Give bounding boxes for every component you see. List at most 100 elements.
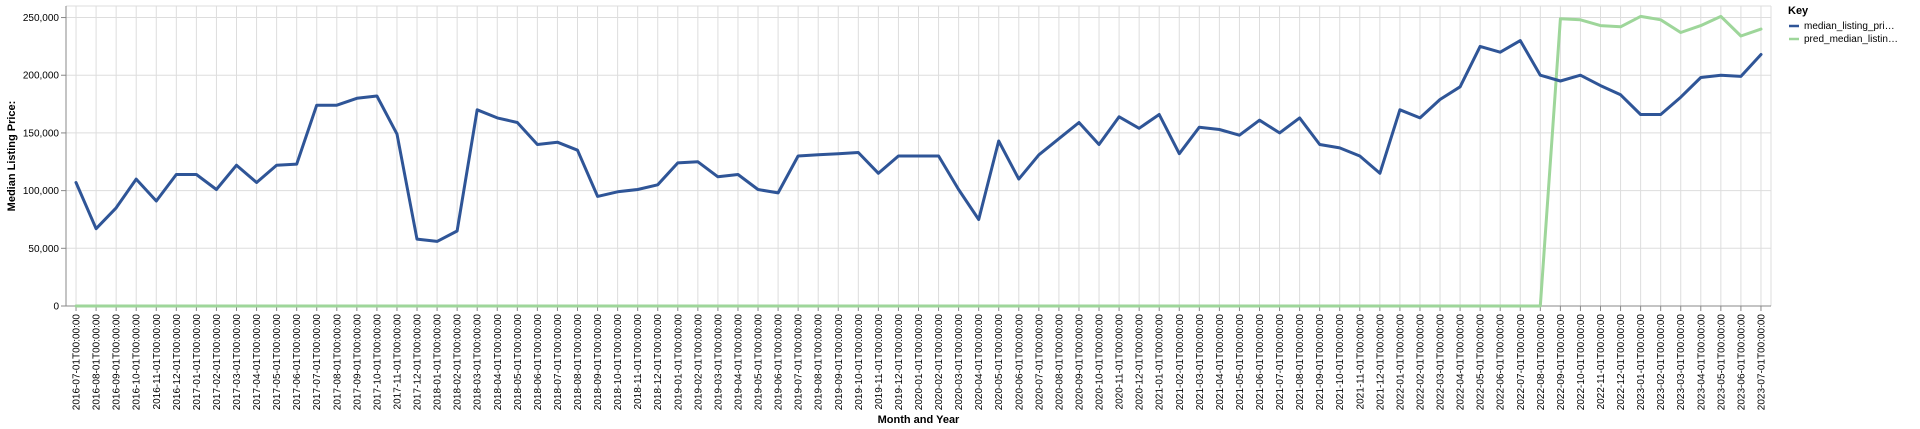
- x-tick-label: 2023-07-01T00:00:00: [1756, 314, 1767, 411]
- x-tick-label: 2021-07-01T00:00:00: [1275, 314, 1286, 411]
- series-lines: [74, 14, 1763, 308]
- x-tick-label: 2019-02-01T00:00:00: [693, 314, 704, 411]
- legend-label: median_listing_pri…: [1804, 21, 1895, 32]
- x-tick-label: 2022-02-01T00:00:00: [1415, 314, 1426, 411]
- x-tick-label: 2020-10-01T00:00:00: [1095, 314, 1106, 411]
- x-tick-label: 2019-01-01T00:00:00: [673, 314, 684, 411]
- x-tick-label: 2020-02-01T00:00:00: [934, 314, 945, 411]
- legend-title: Key: [1788, 5, 1809, 17]
- x-tick-label: 2022-09-01T00:00:00: [1556, 314, 1567, 411]
- y-tick-label: 250,000: [23, 13, 60, 24]
- series-line: [74, 14, 1763, 308]
- x-tick-label: 2019-08-01T00:00:00: [814, 314, 825, 411]
- x-tick-label: 2020-08-01T00:00:00: [1054, 314, 1065, 411]
- x-tick-label: 2017-07-01T00:00:00: [312, 314, 323, 411]
- y-tick-label: 0: [53, 302, 59, 313]
- x-tick-label: 2019-04-01T00:00:00: [733, 314, 744, 411]
- series-line: [74, 39, 1763, 243]
- x-tick-label: 2022-12-01T00:00:00: [1616, 314, 1627, 411]
- gridlines: [66, 5, 1772, 307]
- x-tick-label: 2018-12-01T00:00:00: [653, 314, 664, 411]
- x-tick-label: 2016-09-01T00:00:00: [112, 314, 123, 411]
- x-tick-label: 2022-08-01T00:00:00: [1536, 314, 1547, 411]
- x-tick-label: 2017-06-01T00:00:00: [292, 314, 303, 411]
- x-tick-label: 2017-12-01T00:00:00: [413, 314, 424, 411]
- x-tick-label: 2022-03-01T00:00:00: [1436, 314, 1447, 411]
- x-tick-label: 2020-05-01T00:00:00: [994, 314, 1005, 411]
- x-tick-label: 2016-08-01T00:00:00: [92, 314, 103, 411]
- x-tick-label: 2021-09-01T00:00:00: [1315, 314, 1326, 411]
- x-tick-label: 2019-03-01T00:00:00: [713, 314, 724, 411]
- x-tick-label: 2023-01-01T00:00:00: [1636, 314, 1647, 411]
- x-tick-label: 2017-09-01T00:00:00: [352, 314, 363, 411]
- x-tick-label: 2017-02-01T00:00:00: [212, 314, 223, 411]
- x-tick-label: 2022-10-01T00:00:00: [1576, 314, 1587, 411]
- x-tick-label: 2023-03-01T00:00:00: [1676, 314, 1687, 411]
- x-tick-label: 2018-04-01T00:00:00: [493, 314, 504, 411]
- x-tick-label: 2019-10-01T00:00:00: [854, 314, 865, 411]
- x-tick-label: 2018-07-01T00:00:00: [553, 314, 564, 411]
- x-tick-label: 2020-06-01T00:00:00: [1014, 314, 1025, 411]
- x-tick-label: 2023-05-01T00:00:00: [1716, 314, 1727, 411]
- y-axis-title: Median Listing Price:: [6, 101, 18, 212]
- x-tick-label: 2017-01-01T00:00:00: [192, 314, 203, 411]
- x-tick-label: 2019-05-01T00:00:00: [754, 314, 765, 411]
- x-tick-label: 2017-11-01T00:00:00: [392, 314, 403, 410]
- x-tick-label: 2018-01-01T00:00:00: [433, 314, 444, 411]
- x-tick-label: 2021-11-01T00:00:00: [1355, 314, 1366, 410]
- x-tick-label: 2020-11-01T00:00:00: [1115, 314, 1126, 410]
- x-tick-label: 2017-08-01T00:00:00: [332, 314, 343, 411]
- x-tick-label: 2016-11-01T00:00:00: [152, 314, 163, 410]
- x-tick-label: 2018-11-01T00:00:00: [633, 314, 644, 410]
- x-tick-label: 2021-12-01T00:00:00: [1375, 314, 1386, 411]
- x-tick-label: 2018-05-01T00:00:00: [513, 314, 524, 411]
- x-tick-label: 2020-04-01T00:00:00: [974, 314, 985, 411]
- x-tick-label: 2022-07-01T00:00:00: [1516, 314, 1527, 411]
- x-tick-label: 2020-12-01T00:00:00: [1135, 314, 1146, 411]
- x-tick-label: 2021-08-01T00:00:00: [1295, 314, 1306, 411]
- x-tick-label: 2023-04-01T00:00:00: [1696, 314, 1707, 411]
- x-tick-label: 2019-09-01T00:00:00: [834, 314, 845, 411]
- x-tick-label: 2016-10-01T00:00:00: [132, 314, 143, 411]
- x-tick-label: 2018-08-01T00:00:00: [573, 314, 584, 411]
- x-tick-label: 2021-01-01T00:00:00: [1155, 314, 1166, 411]
- x-tick-label: 2019-12-01T00:00:00: [894, 314, 905, 411]
- x-tick-label: 2018-06-01T00:00:00: [533, 314, 544, 411]
- x-tick-label: 2017-04-01T00:00:00: [252, 314, 263, 411]
- y-tick-label: 50,000: [28, 244, 59, 255]
- x-tick-label: 2018-02-01T00:00:00: [453, 314, 464, 411]
- x-tick-label: 2022-06-01T00:00:00: [1496, 314, 1507, 411]
- x-tick-label: 2021-02-01T00:00:00: [1175, 314, 1186, 411]
- x-tick-label: 2018-03-01T00:00:00: [473, 314, 484, 411]
- x-axis-title: Month and Year: [878, 414, 960, 426]
- x-tick-label: 2021-06-01T00:00:00: [1255, 314, 1266, 411]
- x-tick-label: 2021-03-01T00:00:00: [1195, 314, 1206, 411]
- y-tick-label: 100,000: [23, 186, 60, 197]
- x-tick-label: 2017-10-01T00:00:00: [372, 314, 383, 411]
- x-tick-label: 2022-05-01T00:00:00: [1476, 314, 1487, 411]
- x-tick-label: 2017-03-01T00:00:00: [232, 314, 243, 411]
- x-tick-label: 2017-05-01T00:00:00: [272, 314, 283, 411]
- x-tick-label: 2018-09-01T00:00:00: [593, 314, 604, 411]
- x-tick-label: 2021-04-01T00:00:00: [1215, 314, 1226, 411]
- x-tick-label: 2020-09-01T00:00:00: [1074, 314, 1085, 411]
- x-tick-label: 2022-04-01T00:00:00: [1456, 314, 1467, 411]
- y-tick-label: 150,000: [23, 128, 60, 139]
- legend-label: pred_median_listin…: [1804, 34, 1898, 45]
- x-tick-label: 2021-10-01T00:00:00: [1335, 314, 1346, 411]
- x-tick-label: 2022-01-01T00:00:00: [1395, 314, 1406, 411]
- x-tick-label: 2019-11-01T00:00:00: [874, 314, 885, 410]
- y-axis: 0 50,000 100,000 150,000 200,000 250,000: [23, 6, 67, 313]
- x-tick-label: 2023-02-01T00:00:00: [1656, 314, 1667, 411]
- x-tick-label: 2019-07-01T00:00:00: [794, 314, 805, 411]
- x-tick-label: 2016-12-01T00:00:00: [172, 314, 183, 411]
- x-tick-label: 2016-07-01T00:00:00: [72, 314, 83, 411]
- legend: Key median_listing_pri… pred_median_listi…: [1788, 5, 1898, 45]
- x-tick-label: 2020-07-01T00:00:00: [1034, 314, 1045, 411]
- x-tick-label: 2023-06-01T00:00:00: [1736, 314, 1747, 411]
- x-tick-label: 2019-06-01T00:00:00: [774, 314, 785, 411]
- x-tick-label: 2020-01-01T00:00:00: [914, 314, 925, 411]
- x-tick-label: 2018-10-01T00:00:00: [613, 314, 624, 411]
- x-tick-label: 2022-11-01T00:00:00: [1596, 314, 1607, 410]
